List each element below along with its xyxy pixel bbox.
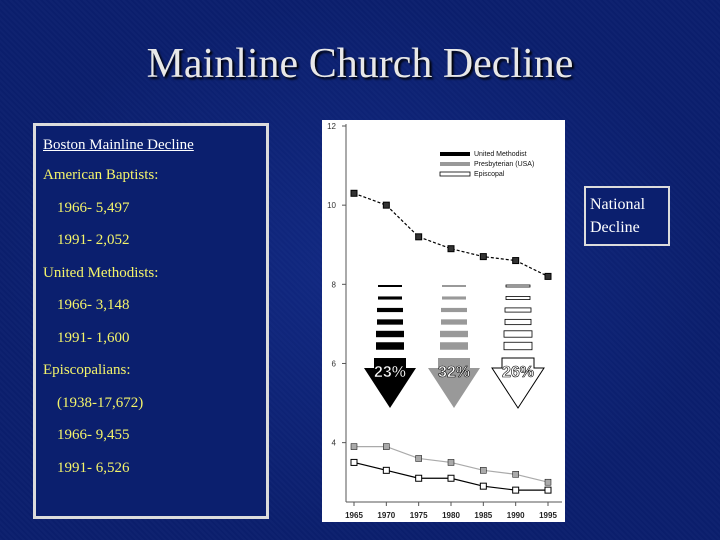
decline-bar <box>503 341 533 351</box>
decline-bar <box>378 285 402 287</box>
boston-decline-box: Boston Mainline Decline American Baptist… <box>33 123 269 519</box>
decline-bar <box>505 284 531 288</box>
chart-legend: United Methodist Presbyterian (USA) Episco… <box>439 151 534 178</box>
decline-bar <box>377 319 403 325</box>
decline-bar <box>503 330 533 338</box>
decline-percent-label: 23% <box>374 364 406 381</box>
decline-percent-label: 32% <box>438 364 470 381</box>
boston-group-label: Episcopalians: <box>43 362 131 378</box>
data-point <box>350 189 358 197</box>
decline-bar <box>377 307 403 313</box>
x-tick-label: 1990 <box>507 511 525 520</box>
decline-arrow-2: 26% <box>491 284 545 409</box>
decline-bar <box>505 296 531 300</box>
x-tick-label: 1975 <box>410 511 428 520</box>
legend-swatch <box>440 162 470 166</box>
legend-label: United Methodist <box>474 151 527 158</box>
data-point <box>512 257 520 265</box>
data-point <box>544 486 552 494</box>
decline-arrowhead <box>428 358 480 408</box>
decline-arrowhead <box>364 358 416 408</box>
y-ticks: 4 6 8 10 12 <box>327 122 346 448</box>
legend-label: Presbyterian (USA) <box>474 161 534 168</box>
decline-arrow-0: 23% <box>364 285 416 408</box>
x-tick-label: 1985 <box>474 511 492 520</box>
y-tick-label: 6 <box>332 359 337 368</box>
decline-bar <box>441 319 467 325</box>
data-point <box>382 201 390 209</box>
decline-bar <box>442 296 466 300</box>
decline-bar <box>504 318 532 326</box>
legend-swatch <box>440 152 470 156</box>
data-point <box>447 474 455 482</box>
national-line-2: Decline <box>590 219 640 236</box>
x-ticks: 1965 1970 1975 1980 1985 1990 1995 <box>345 502 557 520</box>
boston-value-line: 1966- 5,497 <box>57 199 130 216</box>
decline-bar <box>442 285 466 287</box>
boston-heading: Boston Mainline Decline <box>43 137 194 153</box>
legend-swatch <box>439 171 471 177</box>
boston-value-line: 1991- 6,526 <box>57 459 130 476</box>
decline-percent-label: 26% <box>502 364 534 381</box>
slide-title: Mainline Church Decline <box>146 41 574 87</box>
y-tick-label: 8 <box>332 280 337 289</box>
chart-panel: 4 6 8 10 12 1965 1970 1975 1980 1985 1990 1995 Uni… <box>322 120 565 522</box>
decline-bar <box>440 330 468 338</box>
boston-group-label: American Baptists: <box>43 167 159 183</box>
x-tick-label: 1965 <box>345 511 363 520</box>
boston-group-label: United Methodists: <box>43 264 159 281</box>
decline-bar <box>376 342 404 350</box>
decline-chart: 4 6 8 10 12 1965 1970 1975 1980 1985 1990 1995 Uni… <box>327 122 562 520</box>
boston-value-line: 1966- 9,455 <box>57 427 130 443</box>
x-tick-label: 1970 <box>377 511 395 520</box>
data-point <box>512 486 520 494</box>
data-point <box>415 233 423 241</box>
y-tick-label: 4 <box>332 439 337 448</box>
data-point <box>544 478 552 486</box>
decline-arrowhead <box>491 357 545 409</box>
national-line-1: National <box>590 196 646 213</box>
x-tick-label: 1980 <box>442 511 460 520</box>
y-tick-label: 12 <box>327 122 336 131</box>
decline-bar <box>376 330 404 338</box>
decline-arrows: 23% 32% 26% <box>364 284 545 409</box>
data-point <box>382 466 390 474</box>
boston-value-line: 1966- 3,148 <box>57 297 130 313</box>
data-point <box>544 272 552 280</box>
national-decline-box: National Decline <box>584 186 670 246</box>
data-point <box>415 455 422 462</box>
boston-value-line: 1991- 1,600 <box>57 329 130 346</box>
data-point <box>350 458 358 466</box>
boston-value-line: (1938-17,672) <box>57 394 144 411</box>
data-point <box>447 245 455 253</box>
decline-bar <box>504 307 532 313</box>
boston-lines: American Baptists: 1966- 5,497 1991- 2,052… <box>43 164 266 489</box>
data-point <box>415 474 423 482</box>
data-point <box>479 253 487 261</box>
decline-bar <box>440 342 468 350</box>
decline-bar <box>378 296 402 300</box>
data-point <box>383 443 390 450</box>
boston-value-line: 1991- 2,052 <box>57 232 130 248</box>
data-point <box>479 482 487 490</box>
decline-bar <box>441 307 467 313</box>
data-point <box>480 467 487 474</box>
series-layer <box>350 189 552 494</box>
legend-label: Episcopal <box>474 171 505 178</box>
data-point <box>350 443 358 450</box>
data-point <box>512 471 519 478</box>
data-point <box>447 459 455 466</box>
y-tick-label: 10 <box>327 201 336 210</box>
decline-arrow-1: 32% <box>428 285 480 408</box>
x-tick-label: 1995 <box>539 511 557 520</box>
